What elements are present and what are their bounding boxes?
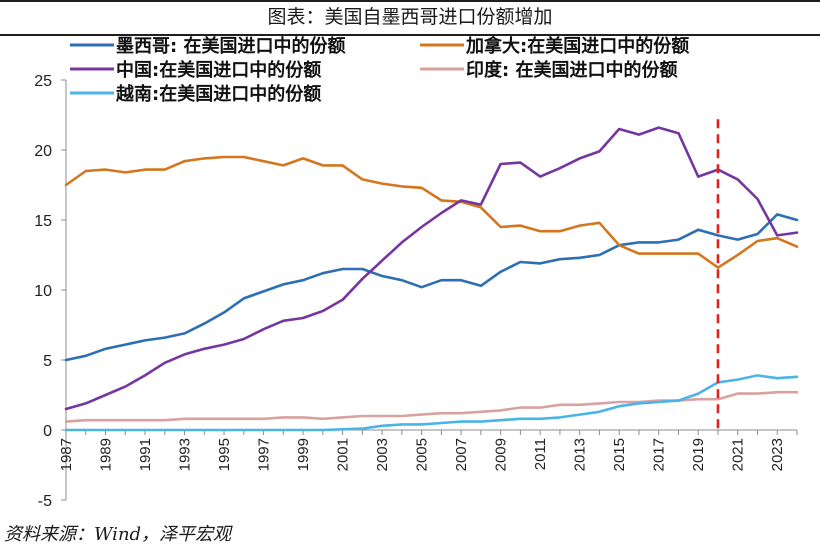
axes: -5 0 5 10 15 20 25 1987 1989 1991 1993 1995 1997 1999… <box>34 73 798 510</box>
series-line-2 <box>64 126 799 411</box>
x-tick-label: 2005 <box>414 438 431 471</box>
x-tick-label: 1991 <box>137 438 154 471</box>
title-rule-bottom <box>0 34 820 36</box>
series-line-4 <box>64 374 799 432</box>
x-tick-label: 2011 <box>532 438 549 470</box>
legend-label-0: 墨西哥: 在美国进口中的份额 <box>116 35 345 57</box>
series-lines <box>64 119 799 432</box>
series-line-1 <box>64 155 799 269</box>
y-tick-label: -5 <box>38 493 52 510</box>
legend-label-3: 印度: 在美国进口中的份额 <box>466 59 677 81</box>
chart-title: 图表：美国自墨西哥进口份额增加 <box>267 6 553 28</box>
y-tick-label: 15 <box>34 213 52 230</box>
x-tick-label: 1997 <box>256 438 273 471</box>
x-tick-label: 2007 <box>453 438 470 471</box>
x-tick-label: 2015 <box>611 438 628 471</box>
series-line-0 <box>64 213 799 362</box>
x-tick-label: 2001 <box>335 438 352 471</box>
y-tick-label: 20 <box>34 143 52 160</box>
x-tick-label: 1993 <box>177 438 194 471</box>
x-tick-label: 1987 <box>58 438 75 471</box>
x-tick-label: 2009 <box>493 438 510 471</box>
x-tick-label: 2021 <box>730 438 747 471</box>
legend-label-1: 加拿大:在美国进口中的份额 <box>465 35 689 57</box>
title-rule-top <box>0 0 820 2</box>
x-tick-label: 1989 <box>98 438 115 471</box>
source-note: 资料来源：Wind，泽平宏观 <box>4 524 232 545</box>
legend-label-2: 中国:在美国进口中的份额 <box>116 59 321 81</box>
y-tick-label: 10 <box>34 283 52 300</box>
legend-label-4: 越南:在美国进口中的份额 <box>115 83 321 105</box>
x-tick-label: 2023 <box>769 438 786 471</box>
y-tick-label: 5 <box>43 353 52 370</box>
x-tick-label: 1999 <box>295 438 312 471</box>
y-tick-label: 0 <box>43 423 52 440</box>
x-tick-label: 2017 <box>651 438 668 471</box>
x-tick-label: 2019 <box>690 438 707 471</box>
x-tick-label: 1995 <box>216 438 233 471</box>
x-tick-label: 2003 <box>374 438 391 471</box>
y-tick-label: 25 <box>34 73 52 90</box>
x-tick-label: 2013 <box>572 438 589 471</box>
